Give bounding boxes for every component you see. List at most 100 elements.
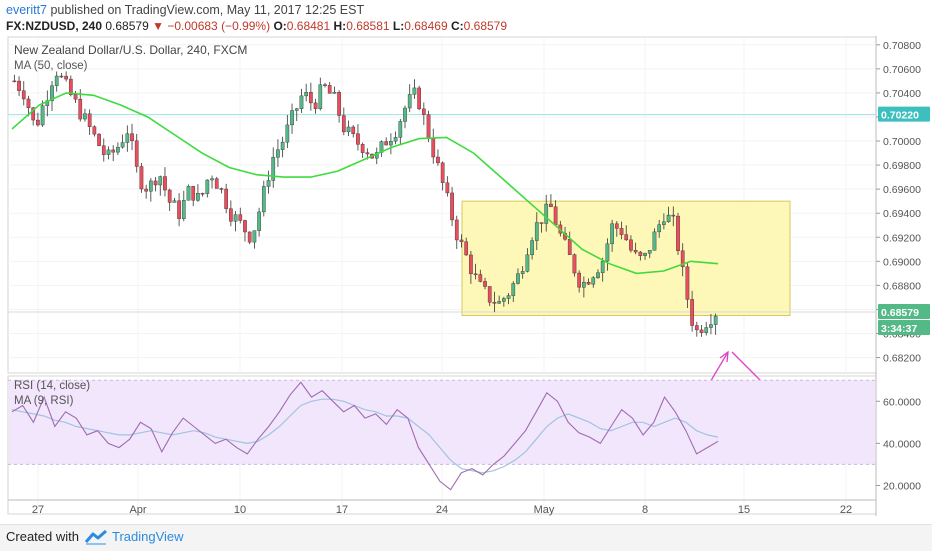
candle-body: [365, 152, 370, 155]
candle-body: [657, 224, 662, 233]
ma-indicator-label: MA (50, close): [14, 60, 88, 72]
price-chart[interactable]: 0.708000.706000.704000.702000.700000.698…: [0, 36, 932, 524]
candle-body: [167, 189, 172, 203]
candle-body: [520, 271, 525, 274]
rsi-tick-label: 20.0000: [883, 480, 921, 492]
candle-body: [200, 192, 205, 195]
candle-body: [78, 98, 83, 120]
candle-body: [614, 223, 619, 229]
chart-area[interactable]: 0.708000.706000.704000.702000.700000.698…: [0, 36, 932, 524]
candle-body: [713, 315, 718, 325]
candle-body: [158, 176, 163, 186]
tradingview-brand[interactable]: TradingView: [112, 529, 184, 544]
candle-body: [421, 108, 426, 115]
candle-body: [219, 188, 224, 190]
candle-body: [572, 254, 577, 274]
symbol-info: FX:NZDUSD, 240 0.68579 ▼ −0.00683 (−0.99…: [6, 19, 507, 33]
candle-body: [177, 200, 181, 219]
candle-body: [144, 188, 148, 192]
candle-body: [120, 142, 125, 148]
candle-body: [214, 178, 219, 189]
candle-body: [577, 272, 582, 288]
candle-body: [704, 327, 709, 333]
chart-title: New Zealand Dollar/U.S. Dollar, 240, FXC…: [14, 43, 247, 57]
candle-body: [478, 274, 483, 282]
time-tick-label: 24: [436, 504, 448, 516]
candle-body: [229, 208, 233, 222]
candle-body: [50, 85, 54, 101]
price-tick-label: 0.69600: [883, 184, 921, 196]
candle-body: [346, 126, 351, 133]
candle-body: [97, 133, 101, 146]
time-tick-label: 17: [336, 504, 348, 516]
candle-body: [393, 137, 398, 142]
up-arrow-head: [719, 350, 729, 363]
candle-body: [252, 230, 257, 243]
candle-body: [643, 253, 647, 256]
candle-body: [407, 94, 412, 109]
candle-body: [530, 240, 534, 256]
time-tick-label: May: [534, 504, 555, 516]
candle-body: [549, 203, 553, 208]
chart-header: everitt7 published on TradingView.com, M…: [0, 0, 932, 36]
candle-body: [139, 166, 144, 190]
open-value: 0.68481: [286, 19, 331, 33]
price-tick-label: 0.68800: [883, 280, 921, 292]
candle-body: [285, 124, 290, 143]
candle-body: [610, 223, 614, 245]
candle-body: [40, 105, 45, 126]
high-label: H:: [333, 19, 347, 33]
rsi-band: [9, 380, 875, 465]
candle-body: [676, 215, 680, 252]
candle-body: [483, 281, 487, 287]
candle-body: [271, 157, 276, 181]
high-value: 0.68581: [346, 19, 390, 33]
price-tick-label: 0.70600: [883, 64, 921, 76]
last-price-label-box: [878, 303, 930, 319]
tradingview-logo-icon[interactable]: [84, 528, 108, 546]
candle-body: [351, 126, 356, 134]
candle-body: [431, 138, 436, 158]
price-tick-label: 0.69000: [883, 256, 921, 268]
price-tick-label: 0.69800: [883, 160, 921, 172]
candle-body: [172, 200, 177, 203]
candle-body: [539, 222, 544, 224]
candle-body: [506, 295, 511, 299]
candle-body: [454, 219, 459, 241]
time-tick-label: 27: [32, 504, 44, 516]
candle-body: [445, 182, 450, 194]
candle-body: [294, 108, 299, 111]
down-triangle-icon: ▼: [152, 19, 164, 33]
hline-price-label: 0.70220: [881, 110, 919, 122]
candle-body: [600, 260, 605, 273]
candle-body: [327, 85, 332, 94]
candle-body: [191, 186, 196, 201]
candle-body: [417, 87, 421, 110]
bar-countdown-label-box: [878, 319, 930, 335]
candle-body: [106, 149, 111, 155]
candle-body: [652, 231, 657, 251]
candle-body: [181, 199, 186, 219]
candle-body: [59, 75, 64, 78]
candle-body: [469, 254, 473, 275]
candle-body: [638, 251, 643, 256]
candle-body: [525, 254, 530, 272]
low-value: 0.68469: [404, 19, 448, 33]
candle-body: [360, 144, 365, 153]
candle-body: [68, 78, 73, 95]
published-text: published on TradingView.com, May 11, 20…: [50, 3, 365, 17]
candle-body: [671, 214, 676, 217]
candle-body: [26, 98, 31, 108]
rsi-ma-label: MA (9, RSI): [14, 395, 74, 407]
price-tick-label: 0.69400: [883, 208, 921, 220]
author-link[interactable]: everitt7: [6, 3, 47, 17]
hline-price-label-box: [878, 106, 930, 122]
candle-body: [87, 113, 92, 127]
candle-body: [17, 80, 21, 91]
candle-body: [21, 90, 26, 100]
candle-body: [116, 146, 120, 153]
candle-body: [186, 186, 191, 201]
candle-body: [64, 75, 68, 80]
candle-body: [464, 241, 469, 256]
candle-body: [473, 273, 478, 276]
